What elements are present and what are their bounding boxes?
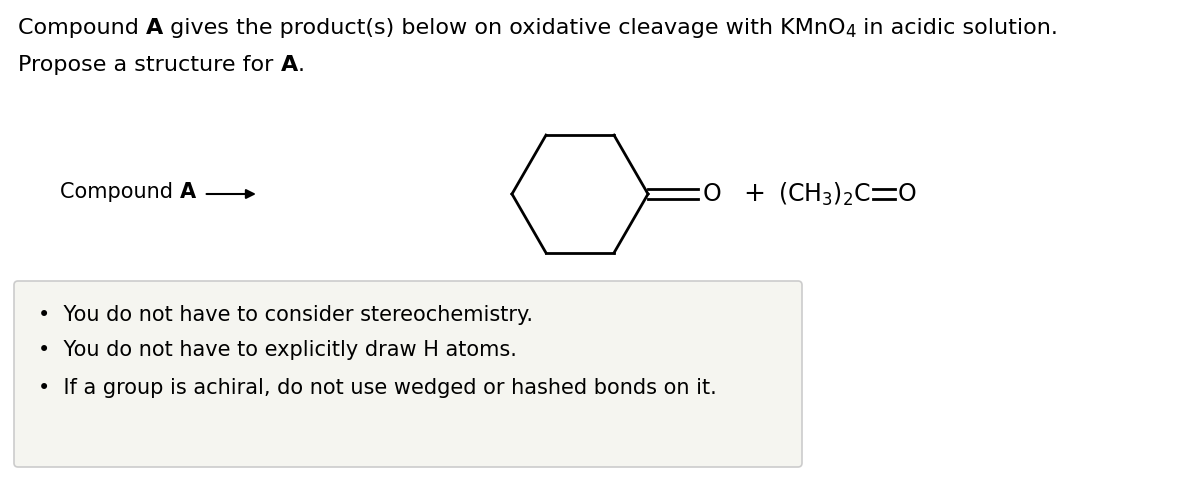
Text: gives the product(s) below on oxidative cleavage with KMnO: gives the product(s) below on oxidative … bbox=[163, 18, 846, 38]
Text: Compound: Compound bbox=[18, 18, 146, 38]
Text: .: . bbox=[298, 55, 305, 75]
Text: 4: 4 bbox=[846, 23, 857, 41]
Text: A: A bbox=[146, 18, 163, 38]
Text: •  You do not have to explicitly draw H atoms.: • You do not have to explicitly draw H a… bbox=[38, 340, 517, 360]
FancyBboxPatch shape bbox=[14, 281, 802, 467]
Text: O: O bbox=[703, 182, 721, 206]
Text: $({\rm CH_3})_2{\rm C}$: $({\rm CH_3})_2{\rm C}$ bbox=[778, 180, 871, 208]
Text: •  If a group is achiral, do not use wedged or hashed bonds on it.: • If a group is achiral, do not use wedg… bbox=[38, 378, 716, 398]
Text: in acidic solution.: in acidic solution. bbox=[857, 18, 1058, 38]
Text: A: A bbox=[281, 55, 298, 75]
Text: •  You do not have to consider stereochemistry.: • You do not have to consider stereochem… bbox=[38, 305, 533, 325]
Text: Compound: Compound bbox=[60, 182, 180, 202]
Text: Propose a structure for: Propose a structure for bbox=[18, 55, 281, 75]
Text: +: + bbox=[743, 181, 766, 207]
Text: A: A bbox=[180, 182, 196, 202]
Text: O: O bbox=[898, 182, 917, 206]
